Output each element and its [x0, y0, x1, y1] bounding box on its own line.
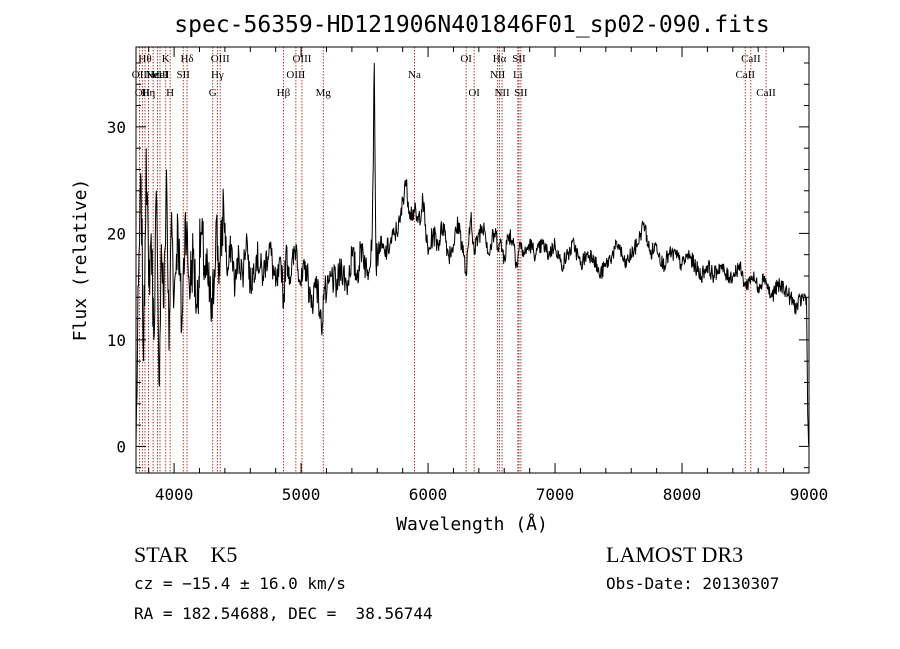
x-axis-ticks: 4000 5000 6000 7000 8000 9000 — [148, 47, 829, 504]
x-tick-label: 4000 — [155, 485, 194, 504]
line-label-hβ: Hβ — [277, 87, 291, 99]
y-tick-label: 20 — [107, 224, 126, 243]
line-label-g: G — [209, 87, 217, 99]
line-label-oiii: OIII — [286, 69, 305, 81]
survey-name: LAMOST DR3 — [606, 542, 743, 567]
y-tick-label: 0 — [116, 437, 126, 456]
line-label-neiii: NeIII — [146, 69, 170, 81]
flux-series-line — [135, 62, 810, 447]
plot-frame — [135, 46, 810, 474]
spectral-line-markers — [138, 47, 767, 473]
line-label-oi: OI — [460, 53, 472, 65]
redshift-info: cz = −15.4 ± 16.0 km/s — [134, 574, 346, 593]
x-tick-label: 5000 — [282, 485, 321, 504]
line-label-k: K — [162, 53, 170, 65]
line-label-caii: CaII — [735, 69, 755, 81]
x-axis-label: Wavelength (Å) — [396, 513, 548, 535]
x-tick-label: 6000 — [409, 485, 448, 504]
x-tick-label: 9000 — [790, 485, 829, 504]
line-label-na: Na — [408, 69, 421, 81]
y-axis-label: Flux (relative) — [70, 179, 91, 342]
line-label-hθ: Hθ — [138, 53, 151, 65]
line-label-oi: OI — [468, 87, 480, 99]
line-label-hei: HeI — [152, 69, 169, 81]
line-label-caii: CaII — [756, 87, 776, 99]
y-tick-label: 30 — [107, 118, 126, 137]
chart-title: spec-56359-HD121906N401846F01_sp02-090.f… — [174, 12, 769, 38]
line-label-caii: CaII — [741, 53, 761, 65]
line-label-oiii: OIII — [211, 53, 230, 65]
line-label-hη: Hη — [142, 87, 156, 99]
line-label-sii: SII — [514, 87, 528, 99]
y-tick-label: 10 — [107, 331, 126, 350]
line-label-li: Li — [513, 69, 523, 81]
line-label-hγ: Hγ — [211, 69, 224, 81]
line-label-hα: Hα — [493, 53, 507, 65]
spectral-line-labels: OIIOIIHθHηHεNeIIIHeIKHSIIHδGHγOIIIHβOIII… — [132, 53, 776, 99]
line-label-oiii: OIII — [292, 53, 311, 65]
observation-date: Obs-Date: 20130307 — [606, 574, 779, 593]
line-label-nii: NII — [494, 87, 510, 99]
y-axis-ticks: 0 10 20 30 — [107, 62, 809, 469]
line-label-oii: OII — [135, 87, 151, 99]
line-label-h: H — [166, 87, 174, 99]
x-tick-label: 7000 — [536, 485, 575, 504]
coordinates: RA = 182.54688, DEC = 38.56744 — [134, 604, 433, 623]
line-label-mg: Mg — [316, 87, 332, 99]
line-label-hε: Hε — [147, 69, 160, 81]
line-label-sii: SII — [512, 53, 526, 65]
line-label-sii: SII — [177, 69, 191, 81]
line-label-hδ: Hδ — [180, 53, 193, 65]
object-class: STAR K5 — [134, 542, 237, 567]
line-label-nii: NII — [490, 69, 506, 81]
x-tick-label: 8000 — [663, 485, 702, 504]
